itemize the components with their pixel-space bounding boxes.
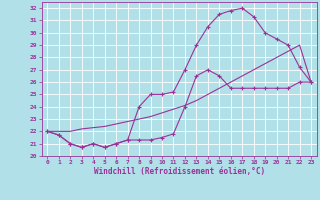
- X-axis label: Windchill (Refroidissement éolien,°C): Windchill (Refroidissement éolien,°C): [94, 167, 265, 176]
